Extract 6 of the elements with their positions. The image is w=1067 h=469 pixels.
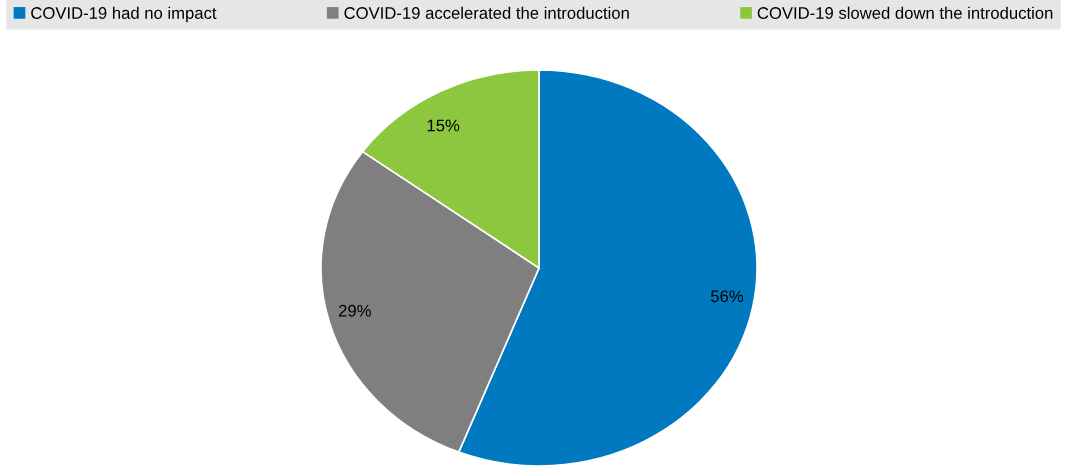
legend-label: COVID-19 slowed down the introduction bbox=[757, 6, 1053, 19]
data-label: 56% bbox=[710, 290, 744, 303]
data-label: 15% bbox=[427, 119, 460, 132]
legend-label: COVID-19 had no impact bbox=[31, 6, 217, 23]
legend-label: COVID-19 accelerated the introduction bbox=[344, 6, 629, 19]
data-label: 29% bbox=[339, 304, 371, 317]
